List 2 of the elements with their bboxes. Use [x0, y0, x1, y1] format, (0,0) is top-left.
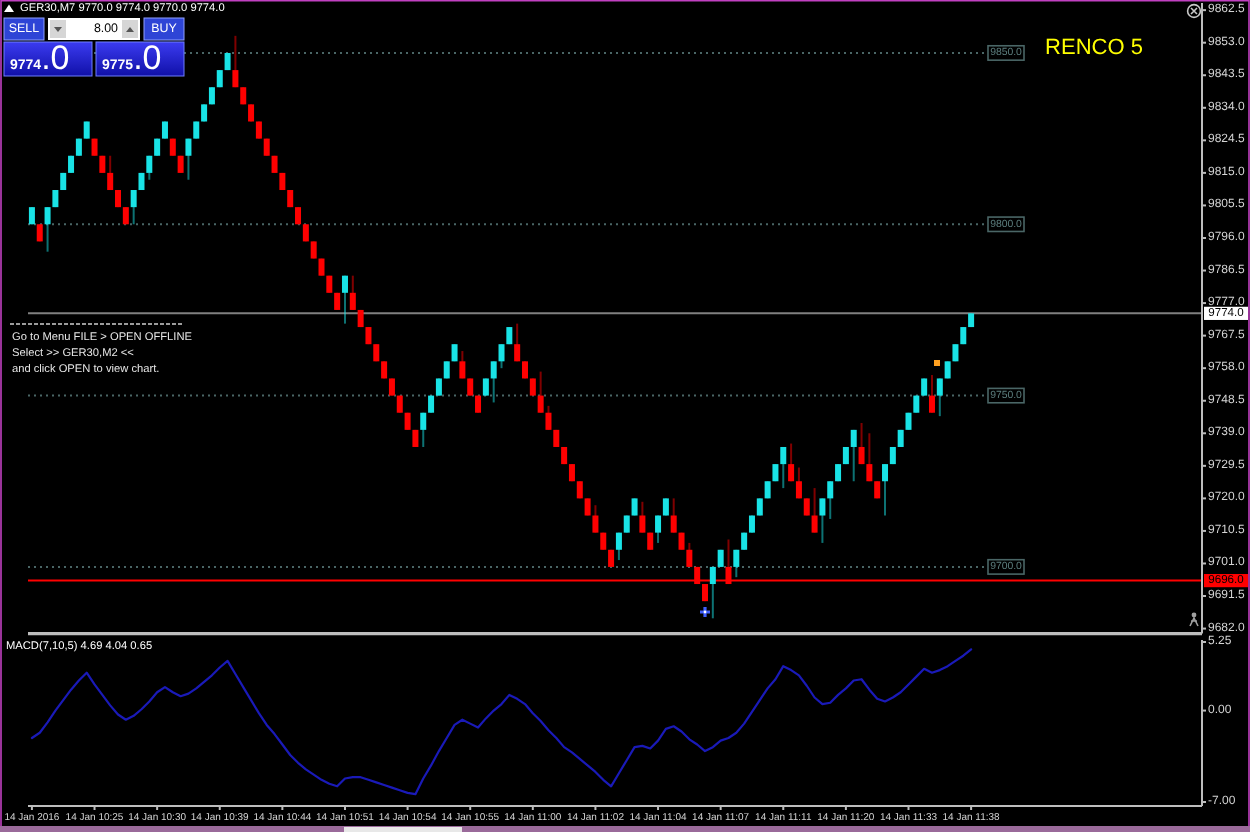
line-series [30, 648, 973, 796]
annotation: RENCO 5 [1045, 36, 1143, 60]
